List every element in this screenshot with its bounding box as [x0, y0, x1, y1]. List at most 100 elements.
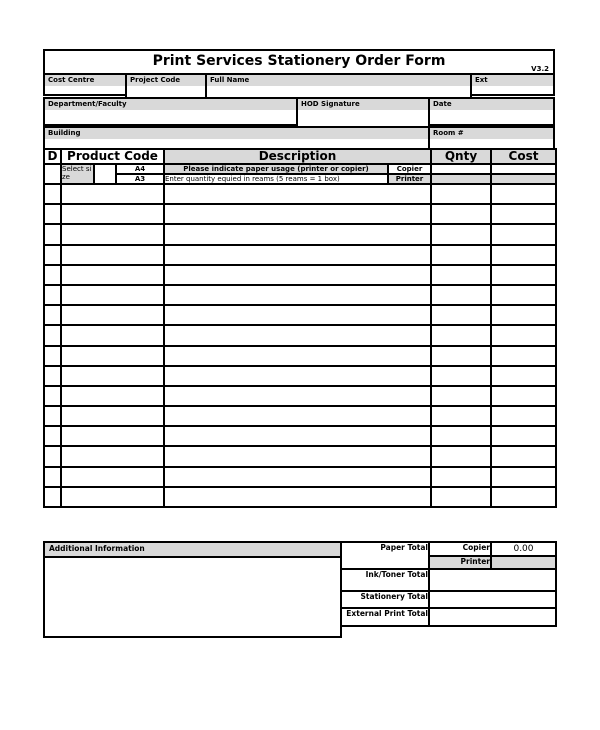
description-cell[interactable]	[163, 243, 432, 266]
cost-cell[interactable]	[490, 445, 557, 468]
d-cell[interactable]	[43, 324, 62, 347]
description-cell[interactable]	[163, 384, 432, 408]
d-cell[interactable]	[43, 223, 62, 246]
product-code-cell[interactable]	[60, 465, 165, 488]
cost-cell[interactable]	[490, 364, 557, 387]
size-select-cell[interactable]	[93, 163, 117, 185]
copier-qnty-cell[interactable]	[430, 163, 492, 175]
d-cell[interactable]	[43, 283, 62, 307]
product-code-cell[interactable]	[60, 405, 165, 428]
copier-cost-cell[interactable]	[490, 163, 557, 175]
product-code-cell[interactable]	[60, 384, 165, 408]
product-code-cell[interactable]	[60, 445, 165, 468]
cost-cell[interactable]	[490, 263, 557, 286]
description-cell[interactable]	[163, 203, 432, 226]
qnty-cell[interactable]	[430, 324, 492, 347]
qnty-cell[interactable]	[430, 485, 492, 509]
stationery-total-value[interactable]	[428, 590, 557, 609]
hod-signature-field[interactable]: HOD Signature	[296, 97, 430, 128]
cost-cell[interactable]	[490, 324, 557, 347]
description-cell[interactable]	[163, 465, 432, 488]
cost-cell[interactable]	[490, 223, 557, 246]
printer-cost-cell[interactable]	[490, 173, 557, 185]
cost-cell[interactable]	[490, 465, 557, 488]
description-cell[interactable]	[163, 182, 432, 206]
d-cell[interactable]	[43, 364, 62, 387]
description-cell[interactable]	[163, 344, 432, 367]
d-cell[interactable]	[43, 425, 62, 448]
product-code-cell[interactable]	[60, 223, 165, 246]
qnty-cell[interactable]	[430, 425, 492, 448]
description-cell[interactable]	[163, 324, 432, 347]
description-cell[interactable]	[163, 283, 432, 307]
qnty-cell[interactable]	[430, 203, 492, 226]
department-faculty-field[interactable]: Department/Faculty	[43, 97, 298, 126]
ext-field[interactable]: Ext	[470, 73, 555, 96]
qnty-cell[interactable]	[430, 243, 492, 266]
qnty-cell[interactable]	[430, 182, 492, 206]
full-name-field[interactable]: Full Name	[205, 73, 472, 99]
additional-information-box[interactable]	[43, 556, 342, 638]
printer-qnty-cell[interactable]	[430, 173, 492, 185]
product-code-cell[interactable]	[60, 263, 165, 286]
project-code-field[interactable]: Project Code	[125, 73, 207, 99]
cost-cell[interactable]	[490, 243, 557, 266]
product-code-cell[interactable]	[60, 485, 165, 509]
description-cell[interactable]	[163, 485, 432, 509]
product-code-cell[interactable]	[60, 344, 165, 367]
qnty-cell[interactable]	[430, 304, 492, 327]
building-field[interactable]: Building	[43, 126, 430, 150]
d-cell[interactable]	[43, 243, 62, 266]
d-cell[interactable]	[43, 304, 62, 327]
description-cell[interactable]	[163, 405, 432, 428]
room-field[interactable]: Room #	[428, 126, 555, 150]
description-cell[interactable]	[163, 445, 432, 468]
printer-total-value[interactable]	[490, 555, 557, 570]
d-cell[interactable]	[43, 163, 62, 185]
product-code-cell[interactable]	[60, 182, 165, 206]
d-cell[interactable]	[43, 182, 62, 206]
cost-cell[interactable]	[490, 344, 557, 367]
description-cell[interactable]	[163, 263, 432, 286]
product-code-cell[interactable]	[60, 304, 165, 327]
qnty-cell[interactable]	[430, 364, 492, 387]
qnty-cell[interactable]	[430, 283, 492, 307]
product-code-cell[interactable]	[60, 324, 165, 347]
qnty-cell[interactable]	[430, 445, 492, 468]
date-field[interactable]: Date	[428, 97, 555, 126]
copier-total-value[interactable]: 0.00	[490, 541, 557, 557]
qnty-cell[interactable]	[430, 263, 492, 286]
description-cell[interactable]	[163, 223, 432, 246]
cost-cell[interactable]	[490, 283, 557, 307]
description-cell[interactable]	[163, 425, 432, 448]
qnty-cell[interactable]	[430, 405, 492, 428]
cost-cell[interactable]	[490, 304, 557, 327]
cost-cell[interactable]	[490, 384, 557, 408]
qnty-cell[interactable]	[430, 344, 492, 367]
product-code-cell[interactable]	[60, 364, 165, 387]
d-cell[interactable]	[43, 384, 62, 408]
product-code-cell[interactable]	[60, 203, 165, 226]
product-code-cell[interactable]	[60, 283, 165, 307]
external-print-total-value[interactable]	[428, 607, 557, 627]
d-cell[interactable]	[43, 485, 62, 509]
d-cell[interactable]	[43, 465, 62, 488]
product-code-cell[interactable]	[60, 425, 165, 448]
qnty-cell[interactable]	[430, 223, 492, 246]
qnty-cell[interactable]	[430, 384, 492, 408]
cost-cell[interactable]	[490, 405, 557, 428]
d-cell[interactable]	[43, 344, 62, 367]
d-cell[interactable]	[43, 405, 62, 428]
cost-cell[interactable]	[490, 182, 557, 206]
d-cell[interactable]	[43, 203, 62, 226]
qnty-cell[interactable]	[430, 465, 492, 488]
product-code-cell[interactable]	[60, 243, 165, 266]
cost-cell[interactable]	[490, 425, 557, 448]
cost-centre-field[interactable]: Cost Centre	[43, 73, 127, 96]
cost-cell[interactable]	[490, 485, 557, 509]
ink-toner-total-value[interactable]	[428, 568, 557, 592]
d-cell[interactable]	[43, 445, 62, 468]
d-cell[interactable]	[43, 263, 62, 286]
cost-cell[interactable]	[490, 203, 557, 226]
description-cell[interactable]	[163, 364, 432, 387]
